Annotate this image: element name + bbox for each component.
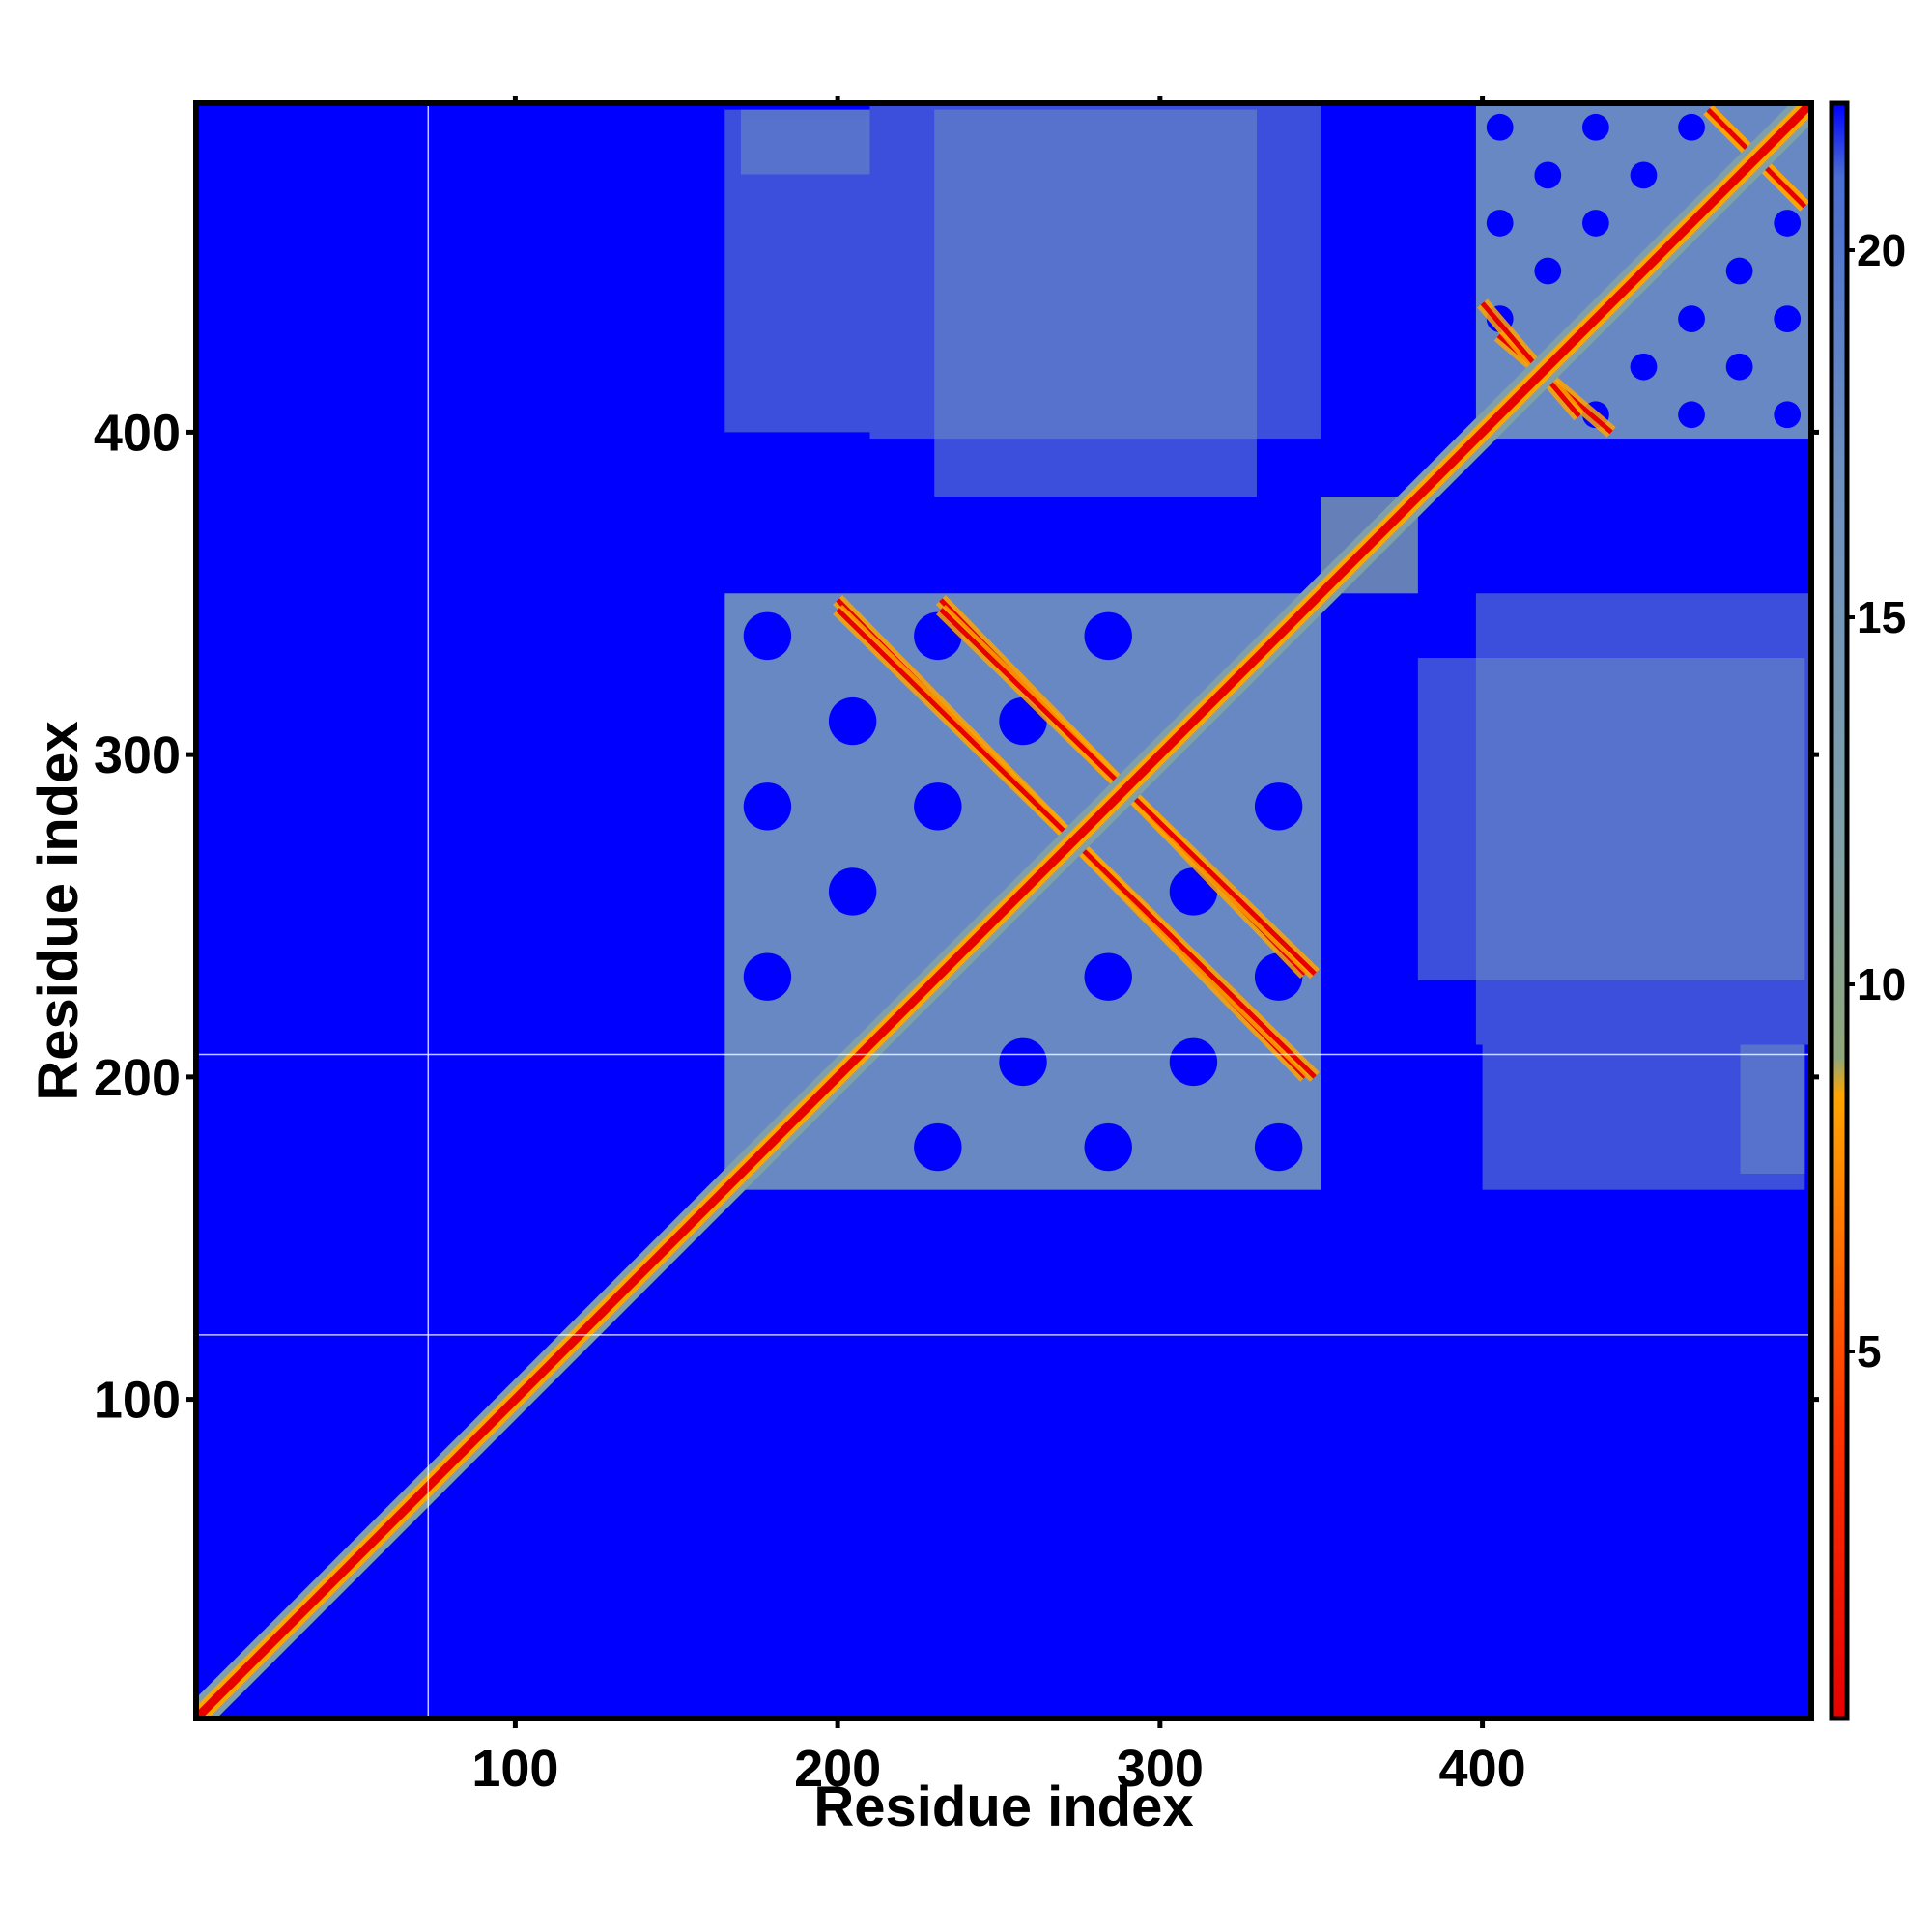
domain-hole xyxy=(1581,113,1609,141)
domain-hole xyxy=(1678,401,1705,429)
x-tick-label-100: 100 xyxy=(471,1740,558,1798)
colorbar-ticks: 5 10 15 20 xyxy=(1847,225,1906,1377)
y-axis-title: Residue index xyxy=(27,721,90,1100)
domain-hole xyxy=(1254,1122,1303,1172)
x-axis-ticks: 100 200 300 400 xyxy=(471,96,1526,1798)
domain-hole xyxy=(1486,210,1514,237)
colorbar-tick-label-5: 5 xyxy=(1857,1326,1882,1377)
domain-hole xyxy=(743,611,792,661)
domain-hole xyxy=(1678,305,1705,333)
x-axis-title: Residue index xyxy=(813,1776,1193,1838)
y-tick-label-100: 100 xyxy=(94,1372,181,1430)
domain-hole xyxy=(914,782,962,831)
strand-contact-core-2-1 xyxy=(1480,301,1581,418)
contact-patch-2-1 xyxy=(869,103,1321,440)
domain-hole xyxy=(828,867,877,916)
x-tick-label-400: 400 xyxy=(1439,1740,1526,1798)
domain-hole xyxy=(1581,210,1609,237)
colorbar-tick-label-10: 10 xyxy=(1857,959,1906,1009)
domain-hole xyxy=(1774,210,1802,237)
domain-hole xyxy=(1630,161,1658,189)
contact-patch-3-1 xyxy=(741,109,870,175)
domain-hole xyxy=(1084,611,1132,661)
domain-hole xyxy=(1678,113,1705,141)
y-axis-ticks: 100 200 300 400 xyxy=(94,404,1819,1430)
domain-hole xyxy=(1084,1122,1132,1172)
domain-hole xyxy=(1630,353,1658,381)
y-tick-label-300: 300 xyxy=(94,726,181,784)
contact-regions xyxy=(196,103,1811,1719)
domain-hole xyxy=(1725,257,1753,285)
domain-hole xyxy=(1774,305,1802,333)
domain-hole xyxy=(743,952,792,1001)
x-tick-label-300: 300 xyxy=(1117,1740,1204,1798)
plot-frame xyxy=(193,100,1814,1721)
domain-hole xyxy=(1486,113,1514,141)
y-tick-label-200: 200 xyxy=(94,1049,181,1107)
domain-hole xyxy=(999,1037,1047,1087)
x-tick-label-200: 200 xyxy=(794,1740,881,1798)
domain-hole xyxy=(743,782,792,831)
domain-hole xyxy=(1534,257,1562,285)
grid-lines xyxy=(196,103,1811,1719)
plot-area xyxy=(196,103,1811,1719)
colorbar-tick-label-20: 20 xyxy=(1857,225,1906,275)
domain-hole xyxy=(1774,401,1802,429)
domain-hole xyxy=(914,1122,962,1172)
domain-hole xyxy=(1169,1037,1218,1087)
domain-hole xyxy=(1084,952,1132,1001)
colorbar-tick-label-15: 15 xyxy=(1857,592,1906,642)
y-tick-label-400: 400 xyxy=(94,404,181,462)
colorbar xyxy=(1829,100,1850,1721)
contact-patch-3-0 xyxy=(1740,1044,1805,1174)
contact-patch-2-0 xyxy=(1475,593,1811,1045)
diagonal-line xyxy=(196,103,1811,1719)
domain-hole xyxy=(1534,161,1562,189)
domain-hole xyxy=(1254,782,1303,831)
domain-hole xyxy=(828,696,877,746)
domain-hole xyxy=(1725,353,1753,381)
